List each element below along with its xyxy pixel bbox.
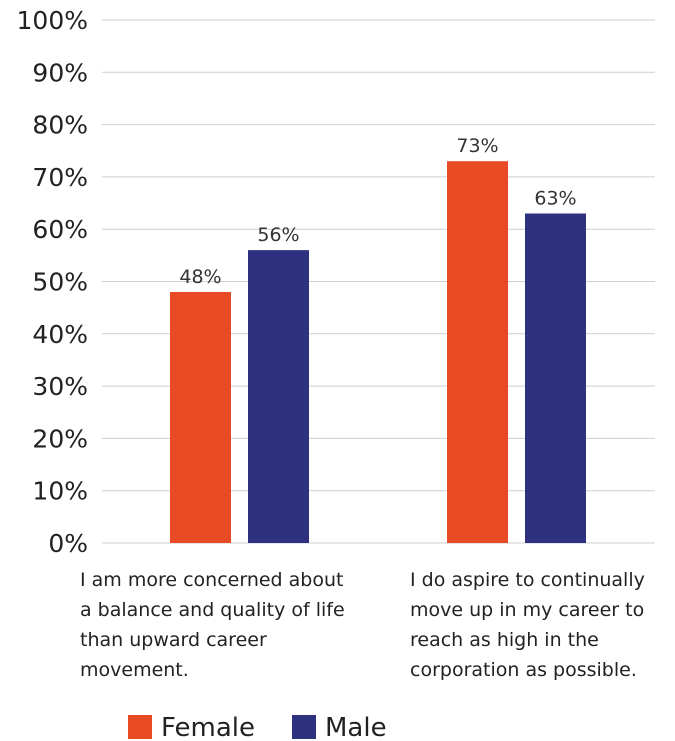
category-label: I do aspire to continually move up in my …: [410, 569, 645, 681]
bar-male: [525, 213, 586, 543]
data-label: 73%: [456, 135, 498, 157]
y-tick-label: 30%: [32, 372, 88, 401]
bar-female: [170, 291, 231, 543]
legend-swatch-male: [292, 715, 316, 739]
y-tick-label: 40%: [32, 320, 88, 349]
category-label-line: I do aspire to continually: [410, 569, 645, 591]
bars: [170, 161, 586, 543]
category-labels: I am more concerned about a balance and q…: [80, 569, 645, 681]
y-tick-label: 60%: [32, 215, 88, 244]
legend-swatch-female: [128, 715, 152, 739]
category-label-line: I am more concerned about: [80, 569, 343, 591]
category-label-line: a balance and quality of life: [80, 599, 345, 621]
y-tick-label: 10%: [32, 477, 88, 506]
category-label: I am more concerned about a balance and q…: [80, 569, 345, 681]
category-label-line: reach as high in the: [410, 629, 599, 651]
y-tick-label: 50%: [32, 268, 88, 297]
data-label: 48%: [179, 266, 221, 288]
legend: Female Male: [128, 713, 387, 741]
data-labels: 48% 73% 56% 63%: [179, 135, 576, 288]
legend-label: Female: [161, 713, 255, 741]
y-tick-label: 80%: [32, 111, 88, 140]
bar-female: [447, 161, 508, 543]
y-tick-label: 20%: [32, 424, 88, 453]
category-label-line: than upward career: [80, 629, 267, 651]
y-tick-label: 90%: [32, 58, 88, 87]
bar-male: [248, 250, 309, 543]
data-label: 63%: [534, 188, 576, 210]
category-label-line: movement.: [80, 659, 189, 681]
category-label-line: move up in my career to: [410, 599, 644, 621]
y-axis-ticks: 0% 10% 20% 30% 40% 50% 60% 70% 80% 90% 100%: [17, 6, 88, 558]
category-label-line: corporation as possible.: [410, 659, 637, 681]
data-label: 56%: [257, 224, 299, 246]
y-tick-label: 70%: [32, 163, 88, 192]
y-tick-label: 0%: [48, 529, 88, 558]
legend-label: Male: [325, 713, 387, 741]
y-tick-label: 100%: [17, 6, 88, 35]
